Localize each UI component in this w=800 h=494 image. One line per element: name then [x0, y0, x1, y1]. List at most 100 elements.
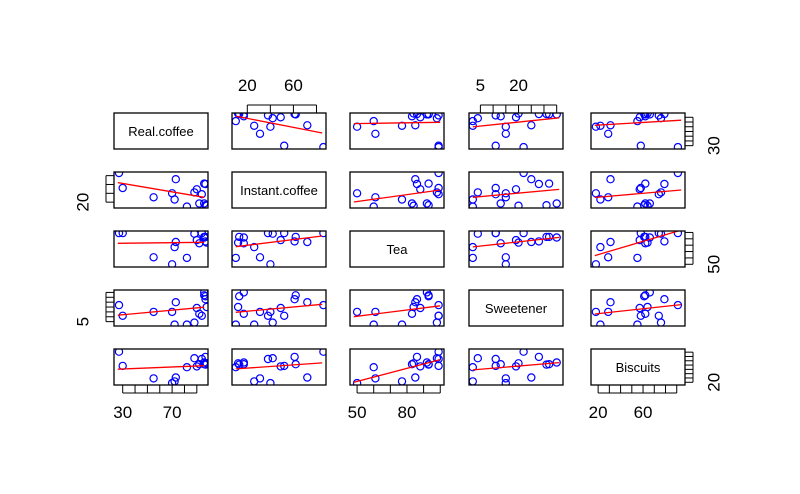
- variable-label-tea: Tea: [387, 242, 409, 257]
- tick-label: 20: [238, 76, 257, 95]
- data-point: [636, 231, 645, 238]
- data-point: [660, 113, 669, 119]
- data-point: [412, 352, 422, 362]
- data-point: [197, 311, 206, 320]
- data-point: [118, 311, 127, 320]
- data-point: [643, 302, 652, 312]
- data-point: [255, 129, 265, 138]
- data-point: [645, 199, 655, 208]
- data-point: [266, 122, 275, 131]
- data-point: [514, 359, 523, 368]
- right-axis-biscuits: 20: [685, 351, 723, 392]
- panel-marks: [469, 172, 561, 208]
- data-point: [527, 121, 536, 130]
- data-point: [496, 113, 505, 121]
- data-point: [654, 189, 664, 199]
- tick-label: 20: [589, 403, 608, 422]
- panel-sweetener-vs-tea: [349, 289, 445, 327]
- data-point: [114, 172, 124, 178]
- panel-tea-vs-biscuits: [590, 230, 686, 268]
- data-point: [635, 185, 644, 194]
- data-point: [432, 318, 442, 326]
- data-point: [171, 373, 180, 382]
- panel-frame: [113, 171, 209, 209]
- data-point: [411, 298, 420, 307]
- data-point: [501, 260, 510, 267]
- data-point: [542, 113, 551, 119]
- panel-marks: [114, 172, 208, 208]
- data-point: [491, 141, 500, 149]
- data-point: [233, 359, 243, 368]
- panel-frame: [231, 112, 327, 150]
- left-axis-sweetener: 5: [73, 291, 114, 326]
- data-point: [434, 311, 443, 320]
- panel-marks: [591, 172, 683, 208]
- data-point: [201, 201, 208, 208]
- regression-line: [117, 241, 205, 244]
- data-point: [469, 121, 477, 130]
- data-point: [263, 231, 273, 238]
- tick-label: 80: [398, 403, 417, 422]
- data-point: [303, 237, 312, 247]
- data-point: [673, 172, 683, 178]
- data-point: [544, 179, 554, 188]
- regression-line: [472, 361, 560, 371]
- data-point: [303, 373, 312, 382]
- data-point: [534, 179, 544, 189]
- data-point: [171, 174, 180, 184]
- data-point: [656, 318, 666, 326]
- data-point: [303, 298, 312, 307]
- data-point: [268, 354, 277, 363]
- regression-line: [594, 231, 681, 257]
- panel-sweetener-vs-instant-coffee: [231, 289, 327, 327]
- panel-marks: [591, 231, 683, 267]
- data-point: [542, 232, 551, 242]
- data-point: [182, 253, 192, 263]
- data-point: [280, 231, 289, 238]
- regression-line: [235, 362, 323, 370]
- right-axis-tea: 50: [685, 231, 723, 274]
- data-point: [656, 231, 666, 238]
- data-point: [527, 373, 536, 382]
- data-point: [170, 242, 179, 252]
- data-point: [514, 201, 523, 208]
- panel-biscuits-vs-tea: [349, 348, 445, 386]
- data-point: [422, 290, 432, 297]
- data-point: [369, 202, 378, 208]
- panel-marks: [114, 290, 208, 326]
- regression-line: [594, 303, 682, 315]
- top-axis-sweetener: 5 20: [476, 76, 558, 113]
- data-point: [606, 237, 615, 247]
- data-point: [280, 141, 289, 149]
- data-point: [234, 292, 244, 301]
- data-point: [606, 121, 615, 130]
- data-point: [352, 307, 362, 317]
- tick-label: 30: [113, 403, 132, 422]
- data-point: [422, 199, 432, 208]
- data-point: [201, 292, 208, 301]
- panel-frame: [590, 171, 686, 209]
- panel-marks: [232, 231, 326, 267]
- panel-marks: [352, 172, 443, 208]
- data-point: [511, 235, 521, 245]
- data-point: [491, 183, 500, 193]
- data-point: [643, 201, 652, 208]
- data-point: [369, 320, 378, 326]
- data-point: [434, 300, 443, 310]
- data-point: [201, 360, 208, 369]
- data-point: [266, 260, 275, 267]
- data-point: [491, 231, 500, 238]
- panel-frame: [468, 112, 564, 150]
- panel-biscuits-vs-biscuits: Biscuits: [590, 348, 686, 386]
- data-point: [633, 202, 642, 208]
- data-point: [501, 189, 510, 198]
- data-point: [596, 320, 605, 326]
- data-point: [290, 352, 299, 362]
- panel-frame: [231, 289, 327, 327]
- data-point: [633, 116, 642, 126]
- tick-label: 20: [509, 76, 528, 95]
- panel-biscuits-vs-sweetener: [468, 348, 564, 386]
- data-point: [434, 113, 443, 120]
- data-point: [606, 298, 615, 307]
